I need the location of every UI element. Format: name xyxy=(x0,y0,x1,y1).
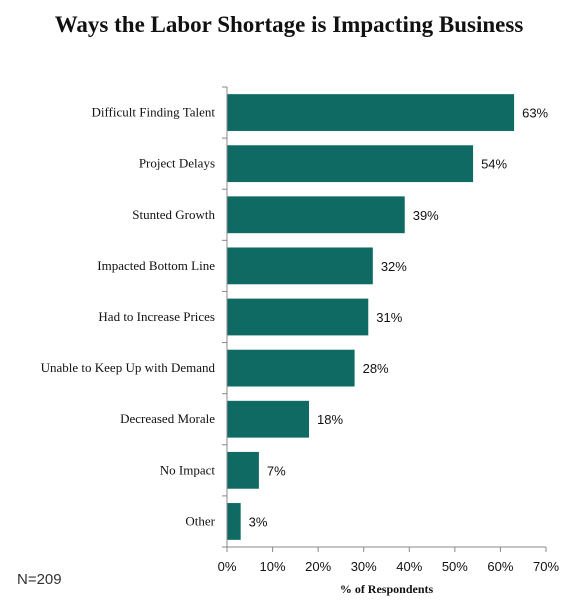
data-label: 18% xyxy=(317,412,343,427)
x-tick-label: 10% xyxy=(260,559,286,574)
x-tick-label: 40% xyxy=(396,559,422,574)
x-tick-label: 60% xyxy=(487,559,513,574)
bar xyxy=(227,349,355,387)
bar xyxy=(227,196,405,234)
data-label: 7% xyxy=(267,463,286,478)
bar xyxy=(227,145,474,183)
sample-size-note: N=209 xyxy=(17,571,62,588)
category-label: Had to Increase Prices xyxy=(98,309,215,324)
category-label: Decreased Morale xyxy=(120,411,215,426)
x-tick-label: 30% xyxy=(351,559,377,574)
bar xyxy=(227,451,259,489)
category-label: Difficult Finding Talent xyxy=(91,105,215,120)
bar xyxy=(227,247,373,285)
x-tick-label: 50% xyxy=(442,559,468,574)
data-label: 54% xyxy=(481,157,507,172)
bar xyxy=(227,94,515,131)
category-label: Impacted Bottom Line xyxy=(97,258,215,273)
bar xyxy=(227,298,369,336)
category-label: No Impact xyxy=(160,462,216,477)
x-tick-label: 20% xyxy=(305,559,331,574)
category-label: Unable to Keep Up with Demand xyxy=(41,360,216,375)
x-tick-label: 70% xyxy=(533,559,559,574)
bar xyxy=(227,400,310,438)
chart-title: Ways the Labor Shortage is Impacting Bus… xyxy=(54,12,524,37)
data-label: 63% xyxy=(522,106,548,121)
data-label: 32% xyxy=(381,259,407,274)
x-tick-label: 0% xyxy=(218,559,237,574)
category-label: Stunted Growth xyxy=(132,207,215,222)
category-label: Project Delays xyxy=(139,156,215,171)
bars-layer: Difficult Finding Talent 63% Project Delay… xyxy=(41,94,549,540)
data-label: 39% xyxy=(413,208,439,223)
data-label: 31% xyxy=(376,310,402,325)
category-label: Other xyxy=(185,513,215,528)
data-label: 28% xyxy=(363,361,389,376)
bar xyxy=(227,503,241,540)
x-axis-title: % of Respondents xyxy=(340,582,434,596)
data-label: 3% xyxy=(249,514,268,529)
axis-layer: 0% 10% 20% 30% 40% 50% 60% 70% xyxy=(218,86,559,574)
